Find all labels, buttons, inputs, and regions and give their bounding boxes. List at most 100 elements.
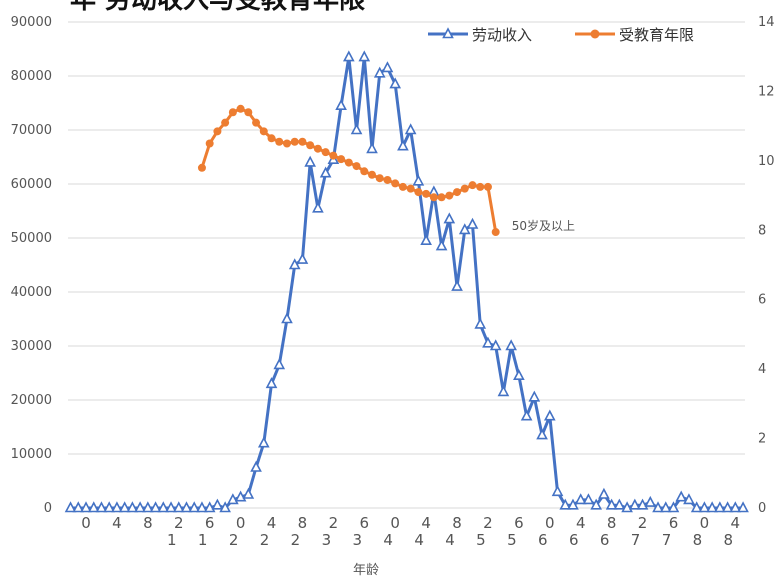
x-tick-label: 0 [236, 514, 246, 532]
data-point [483, 182, 492, 191]
x-tick: 65 [507, 514, 524, 549]
data-point [613, 498, 626, 510]
data-point [211, 498, 224, 510]
x-tick-label: 8 [298, 514, 308, 532]
data-point [683, 493, 695, 505]
x-tick-label: 0 [545, 514, 555, 532]
data-point [513, 368, 525, 381]
data-point [265, 377, 278, 389]
data-point [453, 188, 462, 197]
x-tick: 8 [143, 514, 153, 532]
data-point [290, 137, 299, 146]
data-point [437, 193, 446, 202]
data-point [250, 460, 262, 472]
x-tick-label: 0 [700, 514, 710, 532]
y-tick-label: 80000 [11, 69, 52, 84]
data-point [319, 166, 332, 178]
chart-title-fragment: 年 劳动收入与受教育年限 [70, 0, 365, 15]
data-point [298, 137, 307, 146]
x-tick: 08 [693, 514, 710, 549]
data-point [536, 428, 548, 440]
x-tick-label-row2: 8 [693, 531, 703, 549]
data-point [397, 139, 409, 151]
data-point [196, 501, 208, 513]
data-point [398, 182, 407, 191]
x-axis-label: 年龄 [353, 563, 379, 576]
data-point [228, 108, 237, 117]
grid-lines [68, 21, 745, 509]
y-axis-right-ticks: 0 2 4 6 8 10 12 14 [758, 15, 774, 516]
data-point [259, 127, 268, 136]
legend-item: 劳动收入 [428, 26, 532, 44]
y-tick-label: 10000 [11, 447, 52, 462]
y-tick-label: 50000 [11, 231, 52, 246]
y-tick-label: 0 [44, 501, 52, 516]
data-point [275, 137, 284, 146]
data-point [404, 123, 417, 135]
x-tick-label-row2: 5 [476, 531, 486, 549]
x-tick-label: 6 [514, 514, 524, 532]
x-tick-label-row2: 4 [414, 531, 424, 549]
data-point [188, 501, 201, 513]
data-point [383, 175, 392, 184]
data-point [64, 501, 77, 513]
x-tick-label: 0 [390, 514, 400, 532]
x-tick: 84 [445, 514, 462, 549]
x-tick-label: 6 [205, 514, 215, 532]
y-tick-label: 90000 [11, 15, 52, 30]
data-point [414, 188, 423, 197]
data-point [366, 142, 378, 154]
x-tick-label-row2: 1 [198, 531, 208, 549]
data-point [497, 385, 510, 397]
data-point [698, 501, 711, 513]
data-point [165, 501, 177, 513]
data-point [244, 108, 253, 117]
data-point [296, 252, 309, 264]
data-point [329, 151, 338, 160]
x-tick-label-row2: 7 [662, 531, 672, 549]
data-point [157, 501, 170, 513]
x-tick: 21 [167, 514, 184, 549]
y2-tick-label: 6 [758, 293, 766, 308]
x-tick-label-row2: 8 [724, 531, 734, 549]
x-tick-label: 0 [81, 514, 91, 532]
y2-tick-label: 0 [758, 501, 766, 516]
series-line [200, 107, 498, 233]
x-tick-label-row2: 2 [291, 531, 301, 549]
x-tick: 86 [600, 514, 617, 549]
data-point [142, 501, 154, 513]
x-tick-label-row2: 3 [322, 531, 332, 549]
x-tick-label: 2 [329, 514, 339, 532]
annotations: 50岁及以上 [512, 218, 575, 233]
x-tick-label: 2 [174, 514, 184, 532]
y-tick-label: 20000 [11, 393, 52, 408]
data-point [422, 189, 431, 198]
data-point [520, 409, 533, 421]
data-point [389, 77, 402, 89]
x-tick-label-row2: 6 [600, 531, 610, 549]
data-point [242, 487, 255, 499]
data-point [505, 339, 517, 351]
x-tick-label-row2: 5 [507, 531, 517, 549]
data-point [219, 501, 231, 513]
data-point [80, 501, 92, 513]
data-point [313, 144, 322, 153]
data-point [574, 493, 587, 505]
data-point [737, 501, 749, 513]
x-tick-label-row2: 4 [383, 531, 393, 549]
x-tick-label-row2: 6 [538, 531, 548, 549]
data-point [551, 485, 564, 497]
data-point [118, 501, 131, 513]
data-point [468, 181, 477, 190]
data-point [482, 336, 494, 348]
data-point [489, 339, 502, 351]
data-point [197, 163, 206, 172]
data-point [172, 501, 185, 513]
data-point [312, 201, 324, 213]
data-point [582, 493, 595, 505]
y2-tick-label: 2 [758, 432, 766, 447]
y-axis-left-ticks: 0 10000 20000 30000 40000 50000 60000 70000 8000… [11, 15, 52, 516]
data-point [360, 167, 369, 176]
data-point [543, 409, 556, 421]
